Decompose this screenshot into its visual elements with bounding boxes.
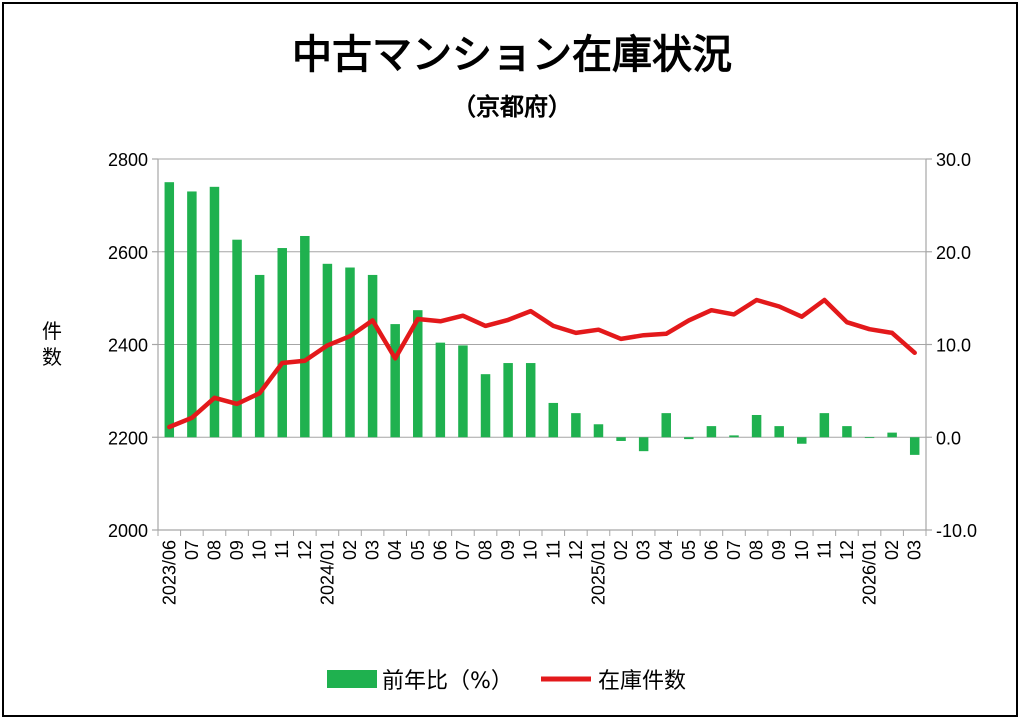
bar (322, 263, 333, 438)
x-tick-label: 2025/01 (589, 540, 609, 605)
bar (164, 182, 175, 438)
x-tick-label: 07 (724, 540, 744, 560)
bar (864, 437, 875, 439)
x-tick-label: 12 (295, 540, 315, 560)
bar (593, 424, 604, 438)
y-axis-left-title-char-1: 件 (42, 319, 62, 343)
y-axis-right-ticks: 30.0 20.0 10.0 0.0 -10.0 (936, 150, 977, 541)
x-tick-label: 09 (498, 540, 518, 560)
bar (435, 342, 446, 438)
chart-title: 中古マンション在庫状況 (292, 32, 732, 78)
bar (729, 435, 739, 438)
x-tick-label: 06 (430, 540, 450, 560)
bar (480, 374, 491, 438)
x-tick-label: 05 (408, 540, 428, 560)
x-tick-label: 07 (453, 540, 473, 560)
x-tick-label: 07 (182, 540, 202, 560)
x-tick-label: 08 (476, 540, 496, 560)
y-axis-left-title: 件 数 (42, 319, 62, 369)
bar (774, 426, 784, 438)
bar (254, 274, 265, 438)
legend: 前年比（%） 在庫件数 (327, 669, 686, 694)
x-tick-label: 12 (837, 540, 857, 560)
bar (232, 239, 242, 438)
x-tick-label: 02 (611, 540, 631, 560)
x-tick-label: 10 (521, 540, 541, 560)
bar (458, 345, 468, 438)
bar (367, 274, 378, 438)
y-axis-left-title-char-2: 数 (42, 345, 62, 369)
bar (797, 437, 807, 444)
y-right-tick-label: 10.0 (936, 336, 971, 356)
x-tick-label: 03 (363, 540, 383, 560)
bar (819, 413, 830, 438)
bar (503, 363, 513, 438)
x-tick-label: 02 (882, 540, 902, 560)
bar (571, 413, 581, 438)
x-tick-label: 03 (634, 540, 654, 560)
y-left-tick-label: 2000 (108, 521, 148, 541)
bar (525, 363, 536, 438)
bar-series (164, 182, 920, 455)
x-tick-label: 10 (792, 540, 812, 560)
x-tick-label: 11 (272, 540, 292, 559)
x-axis-ticks: 2023/06 07 08 09 10 11 12 2024/01 02 03 04 05 06 07 08… (159, 540, 924, 605)
x-tick-label: 2026/01 (860, 540, 880, 605)
legend-bar-label: 前年比（%） (382, 669, 513, 694)
x-tick-label: 06 (701, 540, 721, 560)
x-tick-label: 05 (679, 540, 699, 560)
x-tick-label: 04 (385, 540, 405, 560)
gridlines (158, 158, 926, 438)
line-series-path (167, 297, 917, 430)
x-tick-label: 09 (769, 540, 789, 560)
x-tick-label: 02 (340, 540, 360, 560)
bar (413, 310, 423, 438)
bar (209, 186, 220, 438)
bar (277, 248, 287, 438)
bar (751, 414, 762, 438)
y-right-tick-label: 0.0 (936, 428, 961, 448)
y-left-tick-label: 2400 (108, 336, 148, 356)
x-tick-label: 09 (227, 540, 247, 560)
legend-bar-swatch (327, 670, 377, 688)
bar (638, 437, 649, 452)
bar (706, 426, 717, 438)
axes (152, 158, 932, 536)
y-right-tick-label: 20.0 (936, 243, 971, 263)
legend-line-label: 在庫件数 (598, 669, 686, 694)
bar (390, 324, 400, 438)
bar (548, 402, 559, 438)
chart-subtitle: （京都府） (452, 93, 572, 121)
x-tick-label: 11 (814, 540, 834, 559)
y-left-tick-label: 2800 (108, 150, 148, 170)
bar (842, 426, 852, 438)
x-tick-label: 10 (250, 540, 270, 560)
y-axis-left-ticks: 2800 2600 2400 2200 2000 (108, 150, 148, 541)
x-tick-label: 04 (656, 540, 676, 560)
x-tick-label: 11 (543, 540, 563, 559)
x-tick-label: 08 (747, 540, 767, 560)
bar (300, 235, 310, 438)
x-tick-label: 2023/06 (159, 540, 179, 605)
x-tick-label: 2024/01 (317, 540, 337, 605)
bar (684, 437, 694, 440)
y-left-tick-label: 2600 (108, 243, 148, 263)
bar (887, 432, 897, 438)
x-tick-label: 12 (566, 540, 586, 560)
bar (616, 437, 626, 441)
x-tick-label: 03 (905, 540, 925, 560)
bar (187, 191, 197, 438)
y-right-tick-label: 30.0 (936, 150, 971, 170)
line-series (167, 297, 917, 430)
bar (345, 267, 355, 438)
bar (661, 413, 671, 438)
bar (909, 437, 920, 455)
x-tick-label: 08 (205, 540, 225, 560)
y-left-tick-label: 2200 (108, 428, 148, 448)
y-right-tick-label: -10.0 (936, 521, 977, 541)
